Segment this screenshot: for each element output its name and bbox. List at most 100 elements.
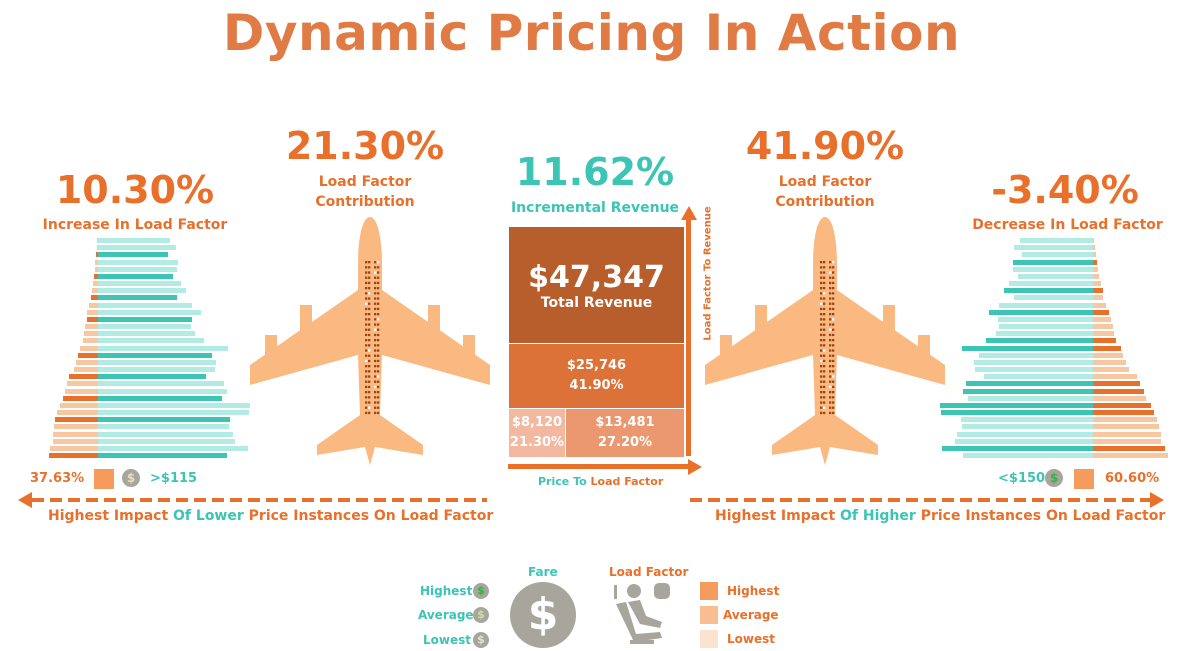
right-footer: Highest Impact Of Higher Price Instances… (715, 508, 1166, 524)
fare-bar (98, 374, 206, 380)
fare-bar (98, 309, 201, 315)
right-dashed-arrow (690, 498, 1150, 502)
load-factor-bar (76, 359, 98, 365)
right-fare: <$150 (998, 471, 1046, 486)
fare-bar (98, 302, 192, 308)
low-price-box: $8,120 21.30% (508, 408, 566, 458)
load-factor-bar (1093, 245, 1095, 251)
arrow-right-icon (688, 459, 702, 475)
fare-bar (98, 453, 227, 459)
load-factor-bar (1093, 395, 1146, 401)
left-plane-label-1: Load Factor (318, 174, 412, 190)
fare-bar (963, 388, 1093, 394)
load-factor-bar (55, 417, 98, 423)
total-revenue: $47,347 (528, 259, 665, 295)
fare-bar (963, 453, 1093, 459)
fare-bar (98, 331, 195, 337)
fare-bar (98, 359, 216, 365)
load-factor-bar (60, 402, 98, 408)
airplane-icon (705, 217, 945, 465)
load-factor-bar (1093, 324, 1113, 330)
fare-bar (968, 395, 1093, 401)
left-lf-pct: 37.63% (30, 471, 85, 486)
load-factor-bar (1093, 288, 1103, 294)
load-factor-bar (97, 238, 98, 243)
fare-bar (98, 338, 204, 344)
seat-icon (94, 469, 114, 489)
center-label: Incremental Revenue (510, 200, 680, 216)
fare-bar (1018, 273, 1093, 279)
dollar-coin-icon: $ (1045, 469, 1063, 487)
fare-bar (98, 281, 181, 287)
load-factor-bar (1093, 273, 1099, 279)
load-factor-bar (1093, 259, 1097, 265)
fare-bar (98, 238, 170, 243)
load-factor-bar (1093, 352, 1123, 358)
load-factor-bar (52, 438, 98, 444)
load-factor-bar (74, 367, 98, 373)
load-factor-bar (64, 388, 98, 394)
load-factor-bar (95, 259, 98, 265)
total-revenue-label: Total Revenue (540, 294, 653, 311)
load-factor-bar (78, 352, 98, 358)
load-factor-bar (1093, 388, 1144, 394)
fare-bar (989, 309, 1093, 315)
fare-bar (98, 324, 191, 330)
total-revenue-box: $47,347 Total Revenue (508, 226, 685, 344)
load-factor-bar (87, 309, 98, 315)
right-value: -3.40% (991, 168, 1139, 212)
fare-bar (942, 445, 1093, 451)
load-factor-bar (48, 453, 98, 459)
fare-bar (941, 410, 1093, 416)
fare-bar (962, 345, 1093, 351)
load-factor-bar (1093, 453, 1168, 459)
fare-bar (986, 338, 1093, 344)
fare-bar (98, 295, 177, 301)
seat-average-icon (700, 606, 718, 624)
load-factor-bar (1093, 381, 1140, 387)
load-factor-bar (1093, 374, 1137, 380)
load-factor-bar (1093, 431, 1161, 437)
load-factor-bar (1093, 410, 1154, 416)
load-factor-bar (94, 266, 98, 272)
dollar-coin-icon: $ (122, 469, 140, 487)
load-factor-bar (66, 381, 98, 387)
fare-bar (98, 352, 212, 358)
load-factor-bar (84, 331, 98, 337)
seat-highest-icon (700, 582, 718, 600)
fare-bar (98, 266, 177, 272)
fare-bar (940, 402, 1093, 408)
fare-bar (98, 252, 168, 258)
seat-lowest-icon (700, 630, 718, 648)
load-factor-bar (1093, 302, 1106, 308)
load-factor-bar (89, 302, 98, 308)
fare-bar (1014, 295, 1093, 301)
load-factor-bar (1093, 359, 1126, 365)
right-label: Decrease In Load Factor (972, 217, 1163, 233)
fare-bar (961, 417, 1093, 423)
fare-bar (1014, 245, 1093, 251)
fare-bar (979, 352, 1093, 358)
fare-bar (98, 395, 222, 401)
fare-bar (98, 345, 228, 351)
dollar-coin-lowest-icon: $ (473, 632, 489, 648)
fare-bar (98, 259, 178, 265)
fare-bar (98, 445, 248, 451)
arrow-up-icon (681, 206, 697, 220)
fare-bar (955, 438, 1093, 444)
fare-bar (98, 424, 229, 430)
legend-lf-highest: Highest (727, 584, 780, 598)
right-plane-value: 41.90% (745, 124, 905, 168)
fare-bar (1020, 238, 1093, 243)
right-lf-pct: 60.60% (1105, 471, 1160, 486)
load-factor-bar (1093, 338, 1116, 344)
left-plane-value: 21.30% (285, 124, 445, 168)
legend-fare-title: Fare (528, 565, 558, 579)
fare-bar (1013, 266, 1093, 272)
fare-bar (1009, 281, 1093, 287)
fare-bar (98, 402, 250, 408)
left-value: 10.30% (55, 168, 215, 212)
load-factor-bar (57, 410, 98, 416)
right-plane-label-2: Contribution (775, 194, 875, 210)
load-factor-bar (1093, 424, 1159, 430)
